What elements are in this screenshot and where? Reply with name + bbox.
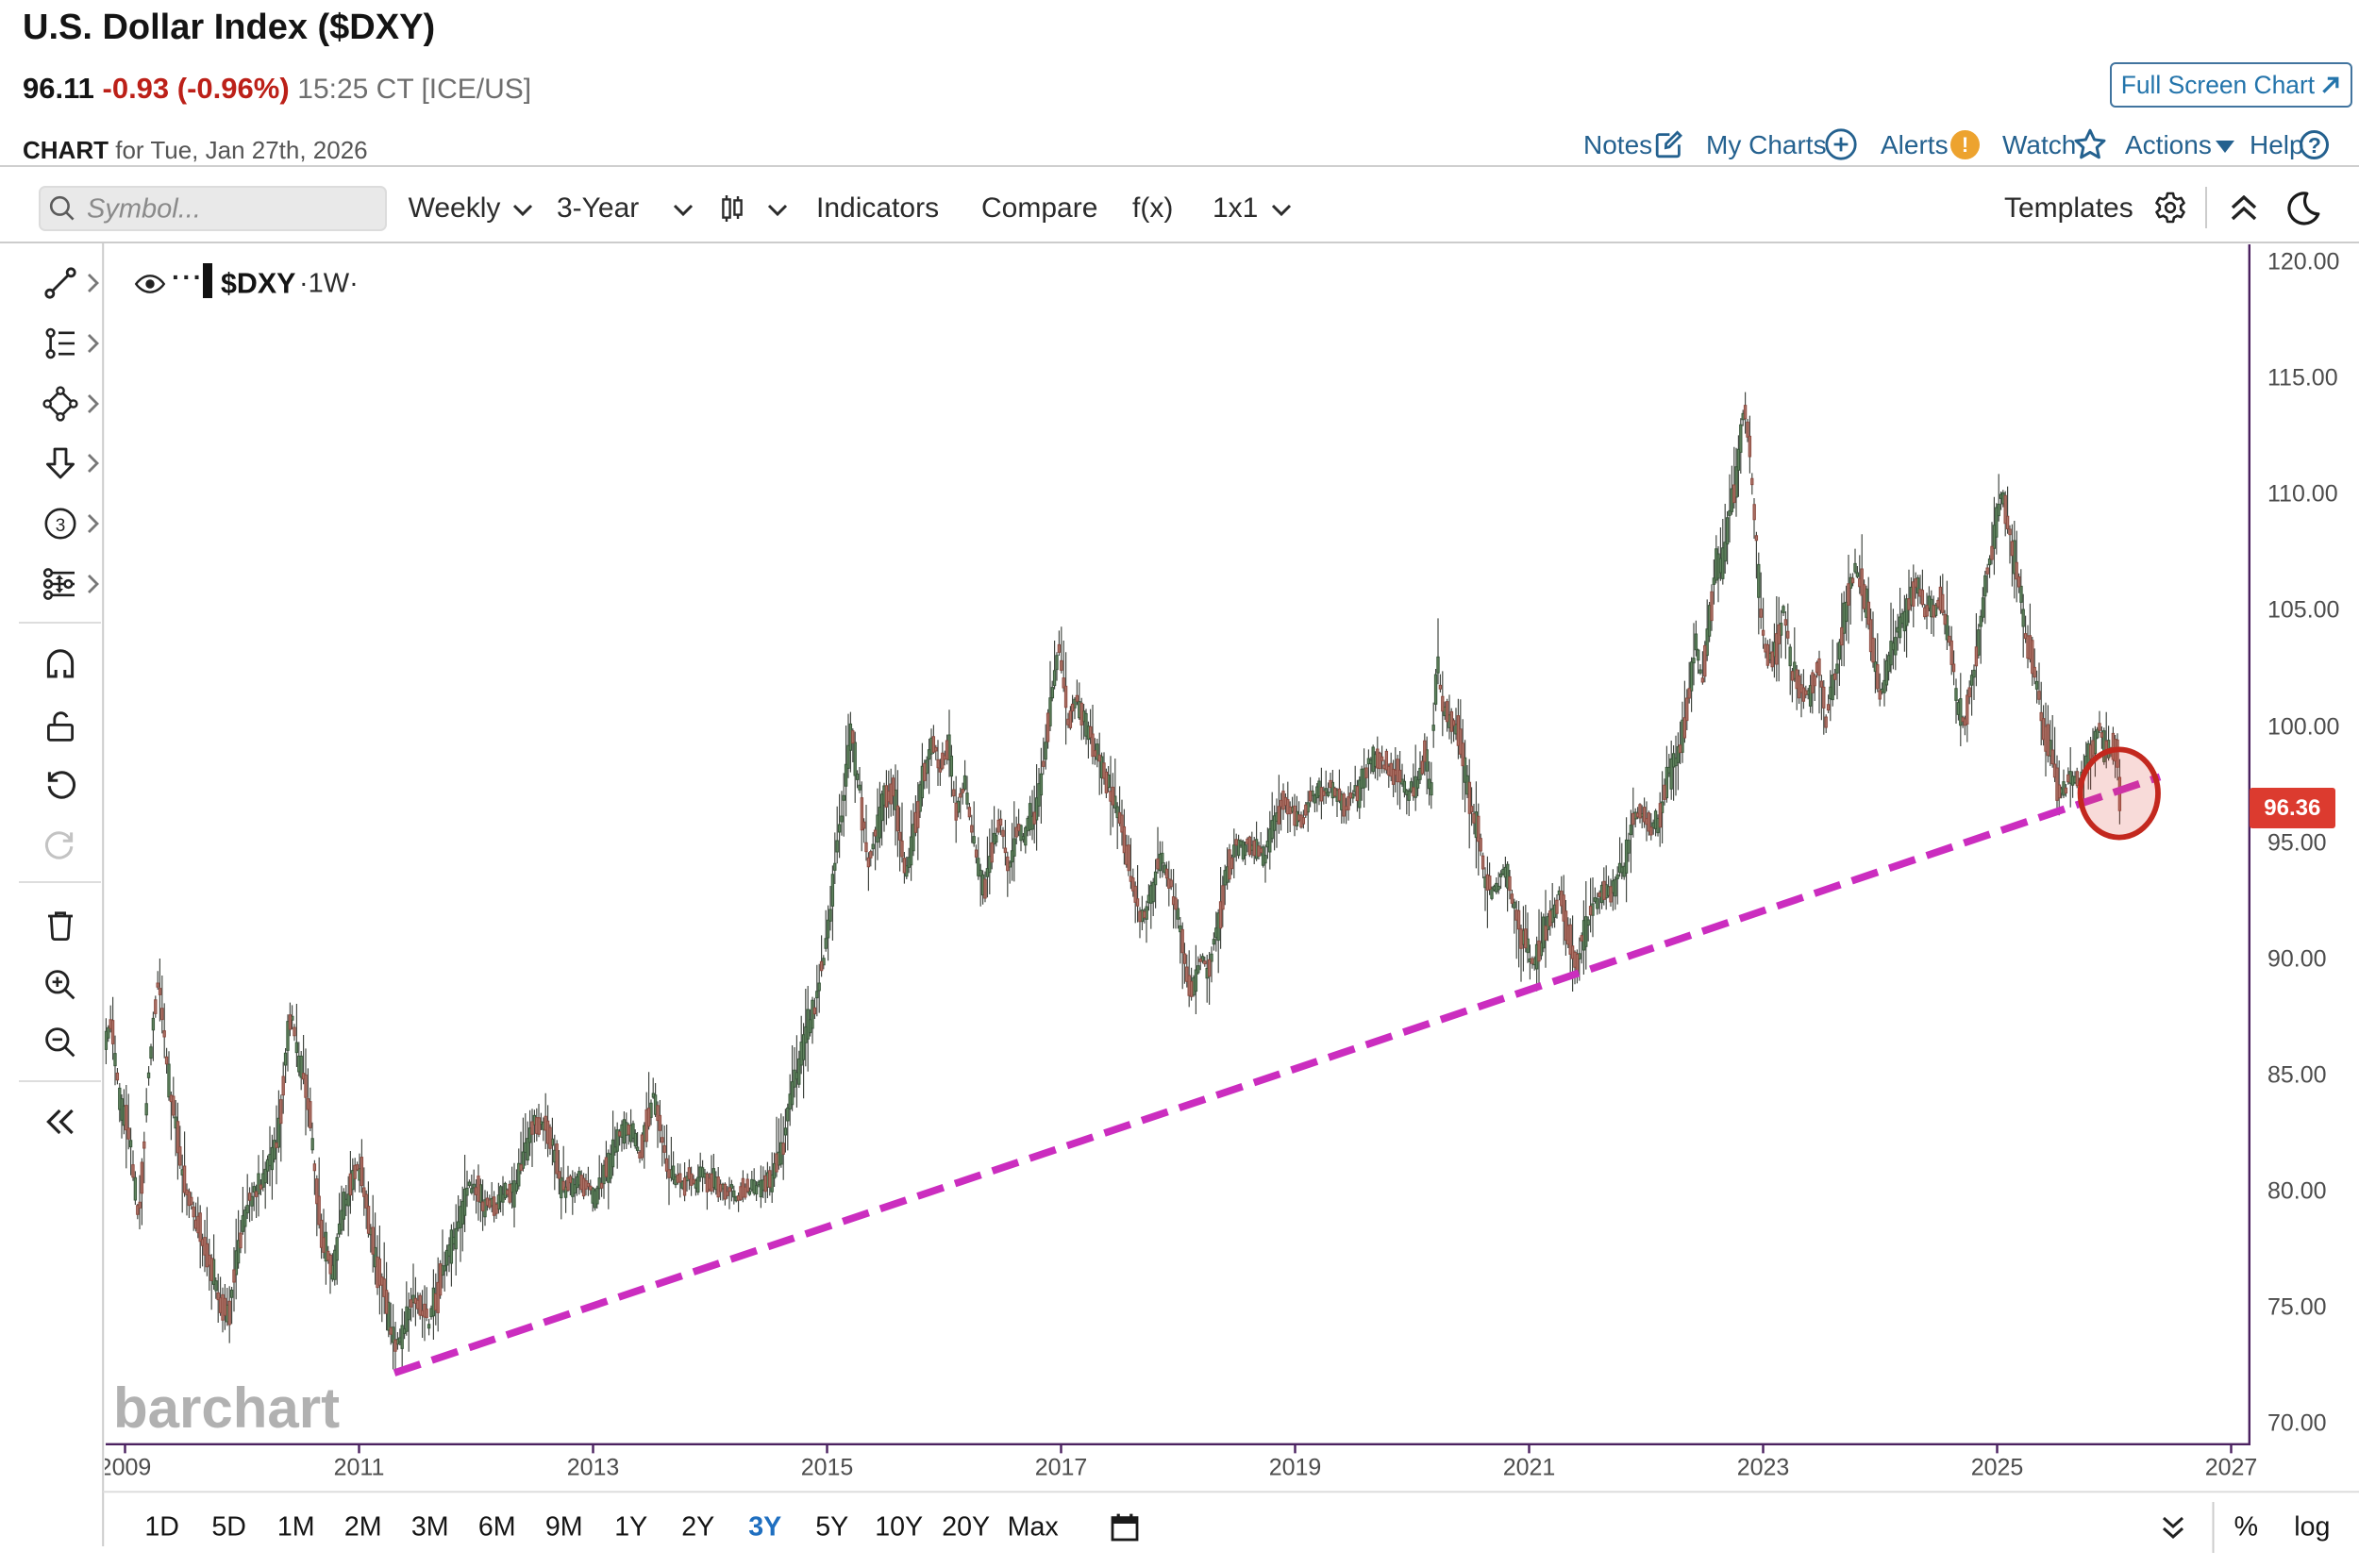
svg-text:3: 3 — [55, 516, 65, 536]
